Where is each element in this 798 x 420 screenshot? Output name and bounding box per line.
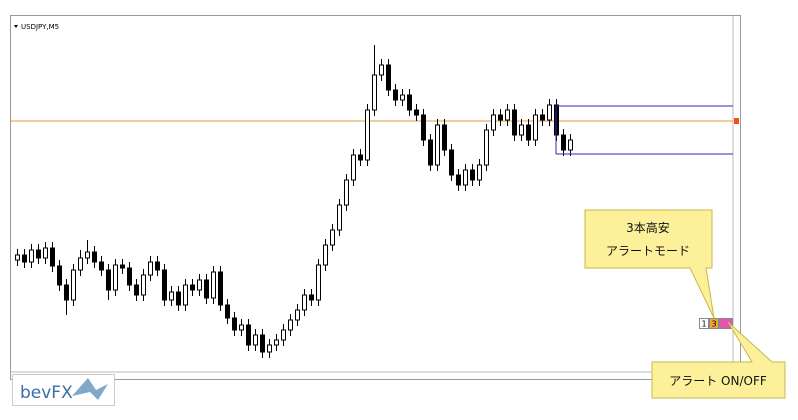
candle-body: [43, 247, 48, 259]
candle-body: [218, 271, 223, 306]
candle-body: [169, 291, 174, 301]
candle-body: [197, 279, 202, 291]
symbol-title: USDJPY,M5: [21, 23, 59, 31]
candle-body: [463, 169, 468, 186]
candle-body: [421, 114, 426, 141]
candle-body: [372, 74, 377, 111]
candle-body: [85, 251, 90, 259]
candle-body: [547, 104, 552, 121]
candle-body: [253, 334, 258, 346]
candle-body: [50, 247, 55, 267]
candle-body: [449, 149, 454, 176]
candle-body: [351, 154, 356, 181]
candle-body: [365, 109, 370, 161]
candle-body: [113, 264, 118, 291]
candle-body: [239, 324, 244, 331]
callout-text: アラート ON/OFF: [669, 374, 767, 388]
logo-bird: [72, 378, 108, 400]
candle-body: [407, 94, 412, 111]
candle-body: [64, 284, 69, 301]
candle-body: [274, 339, 279, 346]
callout: [584, 209, 715, 319]
candle-body: [491, 114, 496, 131]
candle-body: [281, 329, 286, 341]
candle-body: [155, 261, 160, 271]
candle-body: [568, 139, 573, 151]
candle-body: [505, 109, 510, 121]
candle-body: [484, 129, 489, 166]
candle-body: [400, 94, 405, 101]
callout-text: アラートモード: [606, 244, 690, 258]
candle-body: [512, 109, 517, 136]
menu-arrow[interactable]: [14, 25, 18, 28]
candle-body: [533, 114, 538, 141]
candle-body: [57, 265, 62, 286]
candle-body: [22, 254, 27, 263]
plot: [11, 45, 739, 358]
candle-body: [204, 279, 209, 299]
button[interactable]: [699, 318, 709, 329]
candle-body: [316, 264, 321, 301]
callout: [651, 321, 786, 399]
candle-body: [36, 249, 41, 259]
candle-body: [232, 317, 237, 331]
candle-body: [540, 114, 545, 121]
candle-body: [498, 114, 503, 121]
candle-body: [78, 257, 83, 271]
candle-body: [260, 334, 265, 353]
candle-body: [127, 267, 132, 286]
alert-toggle[interactable]: [719, 318, 733, 329]
level-marker: [734, 118, 739, 124]
candle-body: [379, 64, 384, 76]
candle-body: [176, 291, 181, 306]
candle-body: [330, 229, 335, 246]
logo: bevFX: [20, 383, 73, 403]
candle-body: [393, 89, 398, 101]
candle-body: [211, 271, 216, 299]
candle-body: [120, 264, 125, 269]
candle-body: [561, 134, 566, 151]
candle-body: [302, 294, 307, 311]
candle-body: [29, 249, 34, 263]
candle-body: [442, 124, 447, 151]
candle-body: [190, 284, 195, 291]
candle-body: [358, 154, 363, 161]
candle-body: [92, 251, 97, 263]
candle-body: [470, 169, 475, 181]
candle-body: [15, 254, 20, 261]
candle-body: [435, 124, 440, 166]
candle-body: [288, 319, 293, 331]
candle-body: [99, 261, 104, 271]
candle-body: [456, 174, 461, 186]
candle-body: [295, 309, 300, 321]
candle-body: [141, 274, 146, 296]
candle-body: [106, 269, 111, 291]
candle-body: [246, 324, 251, 346]
candle-body: [71, 269, 76, 301]
candle-body: [183, 284, 188, 306]
button[interactable]: [709, 318, 719, 329]
candle-body: [337, 204, 342, 231]
button-label: 1: [701, 320, 706, 329]
candle-body: [519, 124, 524, 136]
candle-body: [267, 344, 272, 353]
candle-body: [309, 294, 314, 301]
chart-frame: [10, 15, 741, 380]
candle-body: [148, 261, 153, 276]
candle-body: [323, 244, 328, 266]
callout-text: 3本高安: [626, 220, 670, 235]
button-label: 3: [711, 320, 716, 329]
candle-body: [162, 269, 167, 301]
candle-body: [526, 124, 531, 141]
candle-body: [414, 109, 419, 116]
candle-body: [134, 284, 139, 296]
candle-body: [225, 304, 230, 319]
candle-body: [428, 139, 433, 166]
candle-body: [386, 64, 391, 91]
candle-body: [344, 179, 349, 206]
candle-body: [477, 164, 482, 181]
